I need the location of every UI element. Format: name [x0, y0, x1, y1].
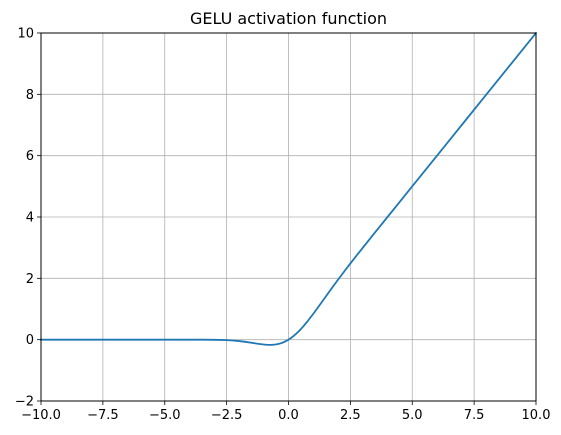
series-layer	[40, 31, 538, 346]
y-tick-label: 4	[26, 211, 34, 226]
x-tick-label: 2.5	[340, 408, 361, 423]
axis-ticks: −10.0 −7.5 −5.0 −2.5 0.0 2.5 5.0 7.5 10.0 −2 0 2 4 6 8…	[15, 27, 551, 424]
grid-lines	[40, 32, 537, 402]
x-tick-label: −2.5	[211, 408, 243, 423]
x-tick-label: 10.0	[522, 408, 551, 423]
chart-title: GELU activation function	[190, 9, 387, 28]
x-tick-label: −7.5	[87, 408, 119, 423]
y-tick-label: −2	[15, 395, 34, 410]
x-tick-label: −5.0	[149, 408, 181, 423]
x-tick-label: 7.5	[464, 408, 485, 423]
x-tick-label: 5.0	[402, 408, 423, 423]
y-tick-label: 2	[26, 272, 34, 287]
y-tick-label: 0	[26, 333, 34, 348]
y-tick-label: 8	[26, 88, 34, 103]
y-tick-label: 6	[26, 149, 34, 164]
y-tick-label: 10	[17, 27, 34, 42]
x-tick-label: 0.0	[278, 408, 299, 423]
gelu-series-line	[40, 31, 538, 346]
x-tick-label: −10.0	[21, 408, 61, 423]
